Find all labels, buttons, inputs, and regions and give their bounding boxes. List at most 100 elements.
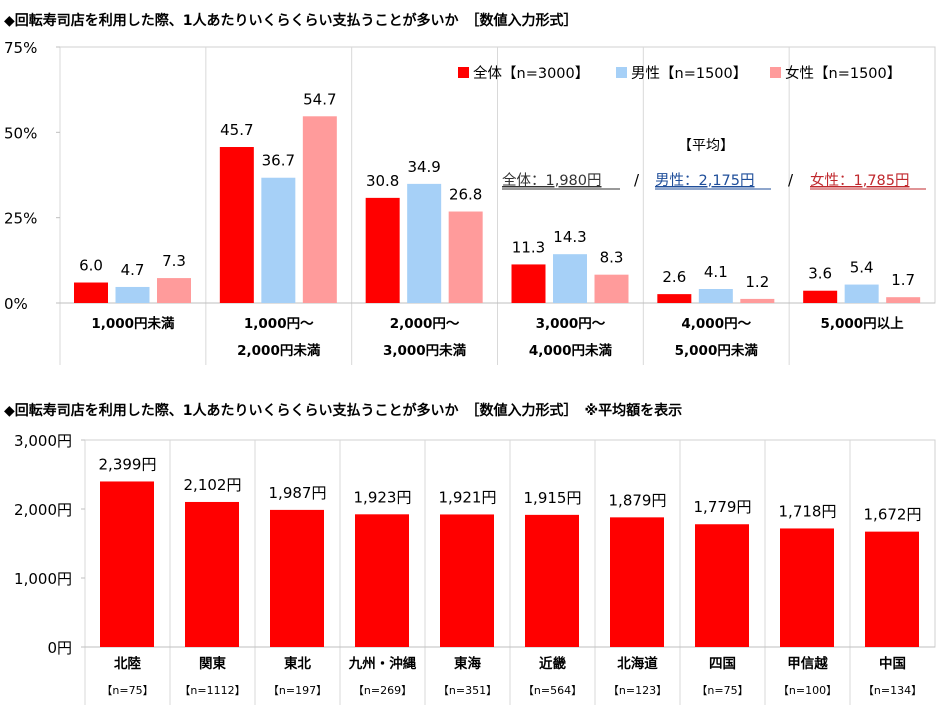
data-label: 3.6 <box>808 265 832 283</box>
legend-swatch <box>616 67 627 78</box>
data-label: 1,921円 <box>439 488 497 506</box>
bar-region <box>185 501 239 647</box>
average-value: 男性：2,175円 <box>655 172 755 189</box>
bar-all <box>365 197 400 303</box>
y-tick-label: 2,000円 <box>14 501 72 519</box>
bar-all <box>657 294 692 303</box>
category-label: 東海 <box>454 655 481 672</box>
bar-female <box>448 211 483 303</box>
category-label: 1,000円未満 <box>91 315 175 332</box>
category-label: 4,000円未満 <box>529 342 613 359</box>
bar-male <box>407 183 442 303</box>
category-label: 北海道 <box>617 655 658 672</box>
category-label: 甲信越 <box>787 655 828 672</box>
legend-swatch <box>770 67 781 78</box>
data-label: 1,779円 <box>694 498 752 516</box>
data-label: 1,718円 <box>779 502 837 520</box>
average-heading: 【平均】 <box>678 138 734 154</box>
sample-size-label: 【n=123】 <box>608 684 667 697</box>
category-label: 1,000円～ <box>244 316 314 332</box>
data-label: 2,399円 <box>99 455 157 473</box>
data-label: 1,915円 <box>524 489 582 507</box>
bar-region <box>355 514 409 647</box>
data-label: 1,672円 <box>864 506 922 524</box>
sample-size-label: 【n=269】 <box>353 684 412 697</box>
sample-size-label: 【n=197】 <box>268 684 327 697</box>
bar-male <box>115 286 150 303</box>
y-tick-label: 75% <box>4 39 37 57</box>
y-tick-label: 1,000円 <box>14 570 72 588</box>
bar-female <box>157 278 191 303</box>
category-label: 2,000円未満 <box>237 342 321 359</box>
sample-size-label: 【n=351】 <box>438 684 497 697</box>
bar-male <box>553 254 587 303</box>
bar-all <box>511 264 546 303</box>
sample-size-label: 【n=134】 <box>863 684 922 697</box>
data-label: 11.3 <box>512 238 545 256</box>
bar-region <box>525 514 579 647</box>
data-label: 2.6 <box>662 268 686 286</box>
category-label: 四国 <box>709 656 736 672</box>
category-label: 5,000円以上 <box>820 316 904 332</box>
category-label: 北陸 <box>114 655 141 672</box>
bar-region <box>865 531 919 647</box>
data-label: 45.7 <box>220 121 253 139</box>
legend-swatch <box>458 67 469 78</box>
bar-all <box>803 290 838 303</box>
data-label: 5.4 <box>850 259 874 277</box>
data-label: 14.3 <box>553 228 586 246</box>
chart-title: ◆回転寿司店を利用した際、1人あたりいくらくらい支払うことが多いか ［数値入力形… <box>4 12 578 29</box>
bar-region <box>440 514 494 647</box>
data-label: 1.7 <box>891 271 915 289</box>
data-label: 4.1 <box>704 263 728 281</box>
category-label: 近畿 <box>539 655 567 672</box>
y-tick-label: 0% <box>4 295 28 313</box>
data-label: 1,923円 <box>354 488 412 506</box>
y-tick-label: 50% <box>4 124 37 142</box>
bar-region <box>780 528 834 647</box>
average-value: 全体：1,980円 <box>502 171 602 189</box>
data-label: 36.7 <box>262 152 295 170</box>
data-label: 30.8 <box>366 172 399 190</box>
bar-male <box>698 289 733 303</box>
sample-size-label: 【n=1112】 <box>179 684 245 697</box>
data-label: 54.7 <box>303 90 336 108</box>
legend-label: 男性【n=1500】 <box>631 65 747 82</box>
data-label: 2,102円 <box>184 476 242 494</box>
bar-region <box>100 481 154 647</box>
legend-label: 全体【n=3000】 <box>473 64 589 82</box>
sample-size-label: 【n=100】 <box>778 684 837 697</box>
bar-all <box>74 282 108 303</box>
chart-title: ◆回転寿司店を利用した際、1人あたりいくらくらい支払うことが多いか ［数値入力形… <box>4 402 682 419</box>
bar-female <box>740 298 775 303</box>
category-label: 関東 <box>199 655 226 672</box>
bar-female <box>886 297 921 303</box>
average-separator: / <box>788 171 794 189</box>
bar-region <box>695 524 749 647</box>
y-tick-label: 25% <box>4 210 37 228</box>
sample-size-label: 【n=75】 <box>101 684 153 697</box>
category-label: 3,000円～ <box>536 316 606 332</box>
category-label: 5,000円未満 <box>675 342 759 359</box>
bar-region <box>610 517 664 647</box>
data-label: 4.7 <box>121 261 145 279</box>
category-label: 2,000円～ <box>390 316 460 332</box>
data-label: 6.0 <box>79 257 103 275</box>
bar-male <box>261 177 296 303</box>
bar-female <box>302 116 337 303</box>
bar-female <box>594 274 629 303</box>
y-tick-label: 3,000円 <box>14 432 72 450</box>
legend-label: 女性【n=1500】 <box>785 64 901 82</box>
sample-size-label: 【n=564】 <box>523 684 582 697</box>
category-label: 3,000円未満 <box>383 342 467 359</box>
data-label: 1.2 <box>745 273 769 291</box>
data-label: 1,987円 <box>269 484 327 502</box>
average-separator: / <box>634 171 640 189</box>
category-label: 中国 <box>879 655 906 672</box>
data-label: 1,879円 <box>609 491 667 509</box>
category-label: 九州・沖縄 <box>348 655 417 672</box>
category-label: 東北 <box>284 655 311 672</box>
data-label: 7.3 <box>162 252 186 270</box>
